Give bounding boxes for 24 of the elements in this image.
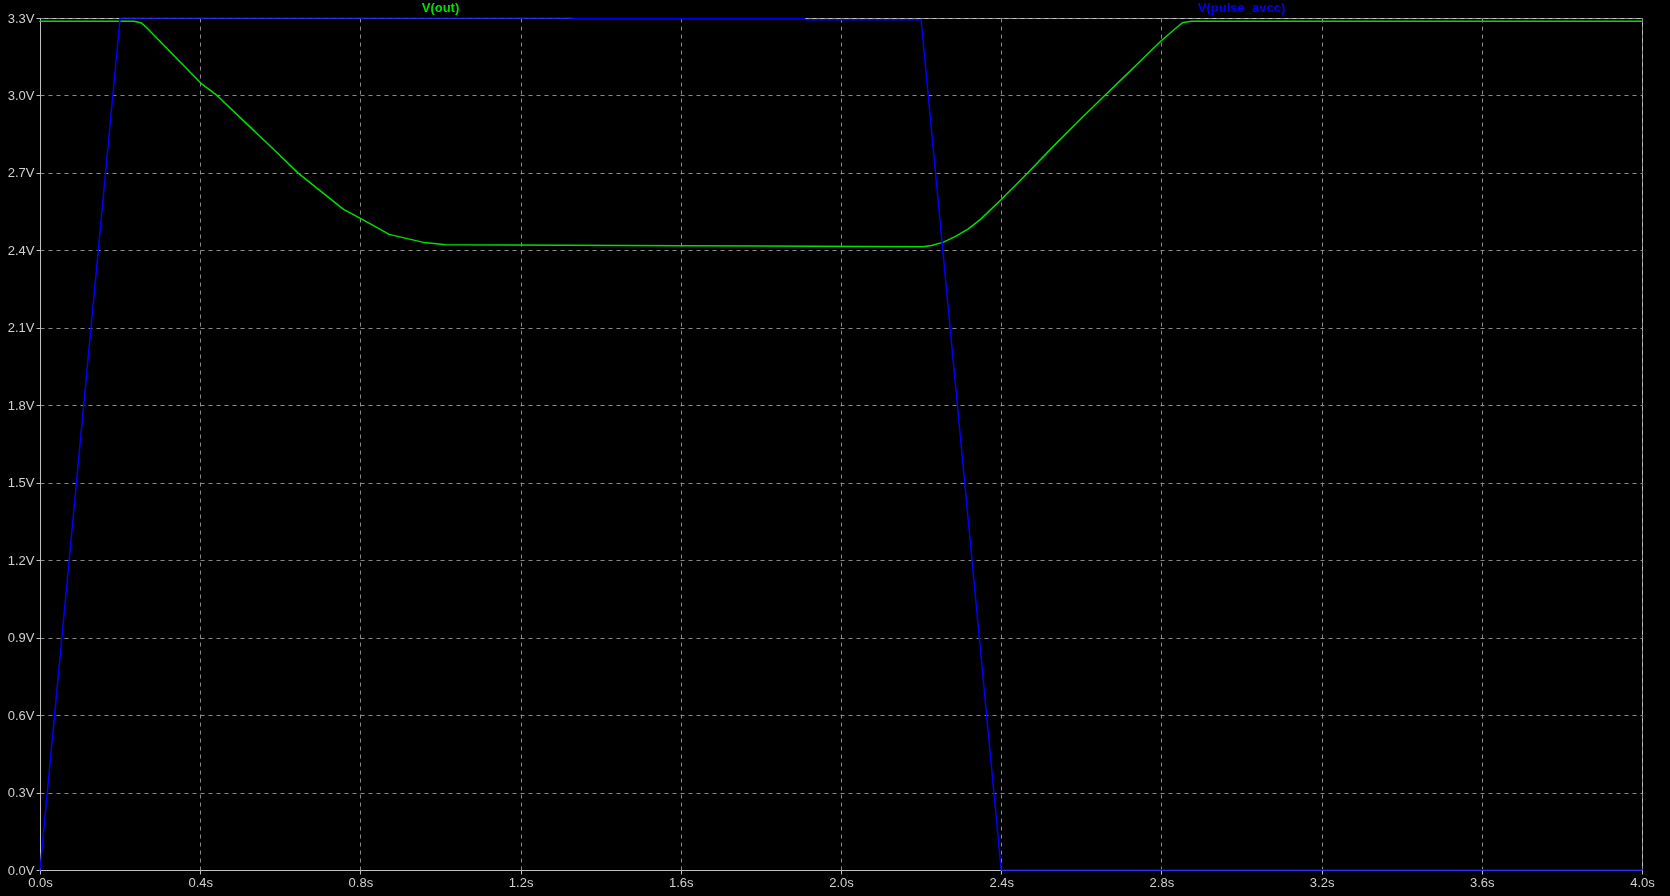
x-tick-label: 0.4s <box>188 874 214 890</box>
y-tick-label: 1.2V <box>7 552 35 568</box>
y-tick-label: 3.3V <box>7 10 35 26</box>
y-tick-label: 2.7V <box>7 165 35 181</box>
x-tick-label: 1.6s <box>669 874 695 890</box>
text: V(out) <box>421 0 460 15</box>
x-tick-label: 3.6s <box>1470 874 1496 890</box>
line-series <box>39 17 1643 871</box>
x-tick-label: 2.8s <box>1149 874 1175 890</box>
y-tick-label: 0.9V <box>7 630 35 646</box>
y-tick-label: 1.8V <box>7 397 35 413</box>
y-tick-label: 2.1V <box>7 320 35 336</box>
x-tick-label: 3.2s <box>1309 874 1335 890</box>
y-tick-label: 0.6V <box>7 707 35 723</box>
x-tick-label: 1.2s <box>508 874 534 890</box>
text: V(pulse_avcc) <box>1197 0 1286 15</box>
y-tick-label: 2.4V <box>7 242 35 258</box>
y-tick-label: 1.5V <box>7 475 35 491</box>
y-tick-label: 3.0V <box>7 87 35 103</box>
x-tick-label: 2.4s <box>989 874 1015 890</box>
y-tick-label: 0.3V <box>7 785 35 801</box>
x-tick-label: 0.8s <box>348 874 374 890</box>
x-tick-label: 2.0s <box>829 874 855 890</box>
x-tick-label: 4.0s <box>1630 874 1656 890</box>
